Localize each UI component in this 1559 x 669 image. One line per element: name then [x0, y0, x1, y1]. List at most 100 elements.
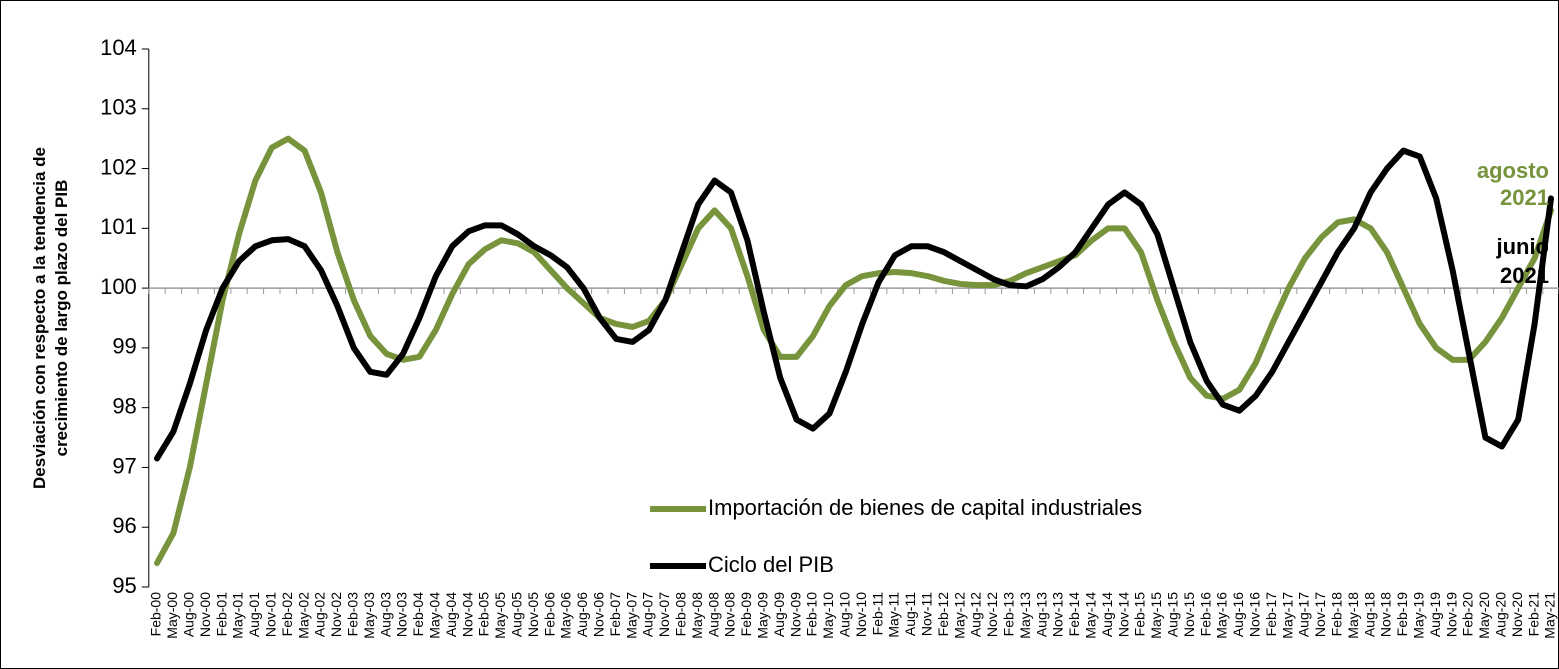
- x-tick-label: May-07: [623, 592, 639, 639]
- x-tick-label: May-14: [1083, 592, 1099, 639]
- x-tick-label: Nov-05: [525, 592, 541, 637]
- annotation: agosto: [1477, 158, 1549, 183]
- y-axis-title-line: Desviación con respecto a la tendencia d…: [30, 147, 49, 489]
- x-tick-label: Feb-00: [148, 592, 164, 637]
- x-tick-label: Aug-02: [312, 592, 328, 637]
- x-tick-label: Nov-17: [1312, 592, 1328, 637]
- x-tick-label: Feb-07: [607, 592, 623, 637]
- x-tick-label: Feb-16: [1197, 592, 1213, 637]
- x-tick-label: Feb-10: [804, 592, 820, 637]
- x-tick-label: Feb-01: [213, 592, 229, 637]
- y-tick-label: 98: [112, 393, 136, 418]
- annotation: junio: [1495, 234, 1549, 259]
- y-tick-label: 99: [112, 334, 136, 359]
- x-tick-label: Aug-04: [443, 592, 459, 637]
- x-tick-label: Feb-03: [345, 592, 361, 637]
- x-tick-label: Aug-08: [705, 592, 721, 637]
- y-axis-title: Desviación con respecto a la tendencia d…: [30, 147, 71, 489]
- x-tick-label: Nov-11: [919, 592, 935, 636]
- x-tick-label: May-13: [1017, 592, 1033, 639]
- x-tick-label: Aug-05: [509, 592, 525, 637]
- x-tick-label: May-12: [951, 592, 967, 639]
- x-tick-label: Nov-19: [1443, 592, 1459, 637]
- annotation: 2021: [1500, 185, 1549, 210]
- x-tick-label: Aug-20: [1493, 592, 1509, 637]
- x-tick-label: May-16: [1214, 592, 1230, 639]
- x-tick-label: Nov-02: [328, 592, 344, 637]
- x-tick-label: May-19: [1411, 592, 1427, 639]
- annotation: 2021: [1500, 263, 1549, 288]
- x-tick-label: Aug-06: [574, 592, 590, 637]
- x-tick-label: Nov-07: [656, 592, 672, 637]
- x-tick-label: May-18: [1345, 592, 1361, 639]
- x-tick-label: Feb-13: [1001, 592, 1017, 637]
- x-tick-label: May-15: [1148, 592, 1164, 639]
- x-tick-label: Nov-16: [1247, 592, 1263, 637]
- y-tick-label: 96: [112, 513, 136, 538]
- x-tick-label: Nov-03: [394, 592, 410, 637]
- x-tick-label: Feb-12: [935, 592, 951, 637]
- x-tick-label: Aug-15: [1165, 592, 1181, 637]
- x-tick-label: May-04: [427, 592, 443, 639]
- x-tick-label: Nov-08: [722, 592, 738, 637]
- y-axis-title: Desviación con respecto a la tendencia d…: [30, 147, 71, 489]
- x-tick-label: Feb-08: [673, 592, 689, 637]
- x-tick-label: May-08: [689, 592, 705, 639]
- series-line: [154, 135, 1554, 567]
- y-tick-label: 103: [100, 95, 137, 120]
- x-tick-label: May-17: [1279, 592, 1295, 639]
- x-tick-label: Feb-20: [1460, 592, 1476, 637]
- x-tick-label: Feb-21: [1525, 592, 1541, 637]
- x-tick-label: Feb-05: [476, 592, 492, 637]
- y-tick-label: 102: [100, 154, 137, 179]
- x-tick-label: Feb-02: [279, 592, 295, 637]
- y-tick-label: 100: [100, 274, 137, 299]
- x-tick-label: Feb-19: [1394, 592, 1410, 637]
- x-tick-label: Nov-12: [984, 592, 1000, 637]
- legend-label: Importación de bienes de capital industr…: [708, 495, 1142, 520]
- x-tick-label: Nov-15: [1181, 592, 1197, 637]
- x-tick-label: Aug-14: [1099, 592, 1115, 637]
- x-tick-label: Aug-18: [1361, 592, 1377, 637]
- x-tick-label: Nov-04: [459, 592, 475, 637]
- x-tick-label: Nov-00: [197, 592, 213, 637]
- x-tick-label: Nov-09: [787, 592, 803, 637]
- x-tick-label: May-00: [164, 592, 180, 639]
- x-tick-label: May-20: [1476, 592, 1492, 639]
- x-tick-label: May-03: [361, 592, 377, 639]
- x-tick-label: Aug-13: [1033, 592, 1049, 637]
- x-tick-label: Feb-14: [1066, 592, 1082, 637]
- x-tick-label: May-02: [295, 592, 311, 639]
- y-tick-label: 101: [100, 214, 137, 239]
- x-tick-label: Feb-11: [869, 592, 885, 636]
- y-tick-label: 104: [100, 35, 137, 60]
- x-tick-label: Feb-18: [1329, 592, 1345, 637]
- x-tick-label: Aug-10: [837, 592, 853, 637]
- x-tick-label: Aug-09: [771, 592, 787, 637]
- legend-label: Ciclo del PIB: [708, 552, 834, 577]
- x-tick-label: Nov-14: [1115, 592, 1131, 637]
- x-tick-label: Nov-06: [591, 592, 607, 637]
- x-tick-label: Feb-09: [738, 592, 754, 637]
- x-tick-label: May-01: [230, 592, 246, 639]
- y-tick-label: 97: [112, 453, 136, 478]
- x-tick-label: Aug-00: [181, 592, 197, 637]
- x-tick-label: Nov-18: [1378, 592, 1394, 637]
- x-tick-label: Aug-03: [377, 592, 393, 637]
- x-tick-label: Aug-12: [968, 592, 984, 637]
- x-tick-label: Nov-20: [1509, 592, 1525, 637]
- x-tick-label: Aug-01: [246, 592, 262, 637]
- x-tick-label: Feb-17: [1263, 592, 1279, 637]
- x-tick-label: May-05: [492, 592, 508, 639]
- x-tick-label: Aug-17: [1296, 592, 1312, 637]
- series-line: [154, 147, 1554, 462]
- x-tick-label: Nov-10: [853, 592, 869, 637]
- y-tick-label: 95: [112, 573, 136, 598]
- y-axis-title-line: crecimiento de largo plazo del PIB: [52, 180, 71, 457]
- x-tick-label: Feb-15: [1132, 592, 1148, 637]
- x-tick-label: May-09: [755, 592, 771, 639]
- x-tick-label: Feb-04: [410, 592, 426, 637]
